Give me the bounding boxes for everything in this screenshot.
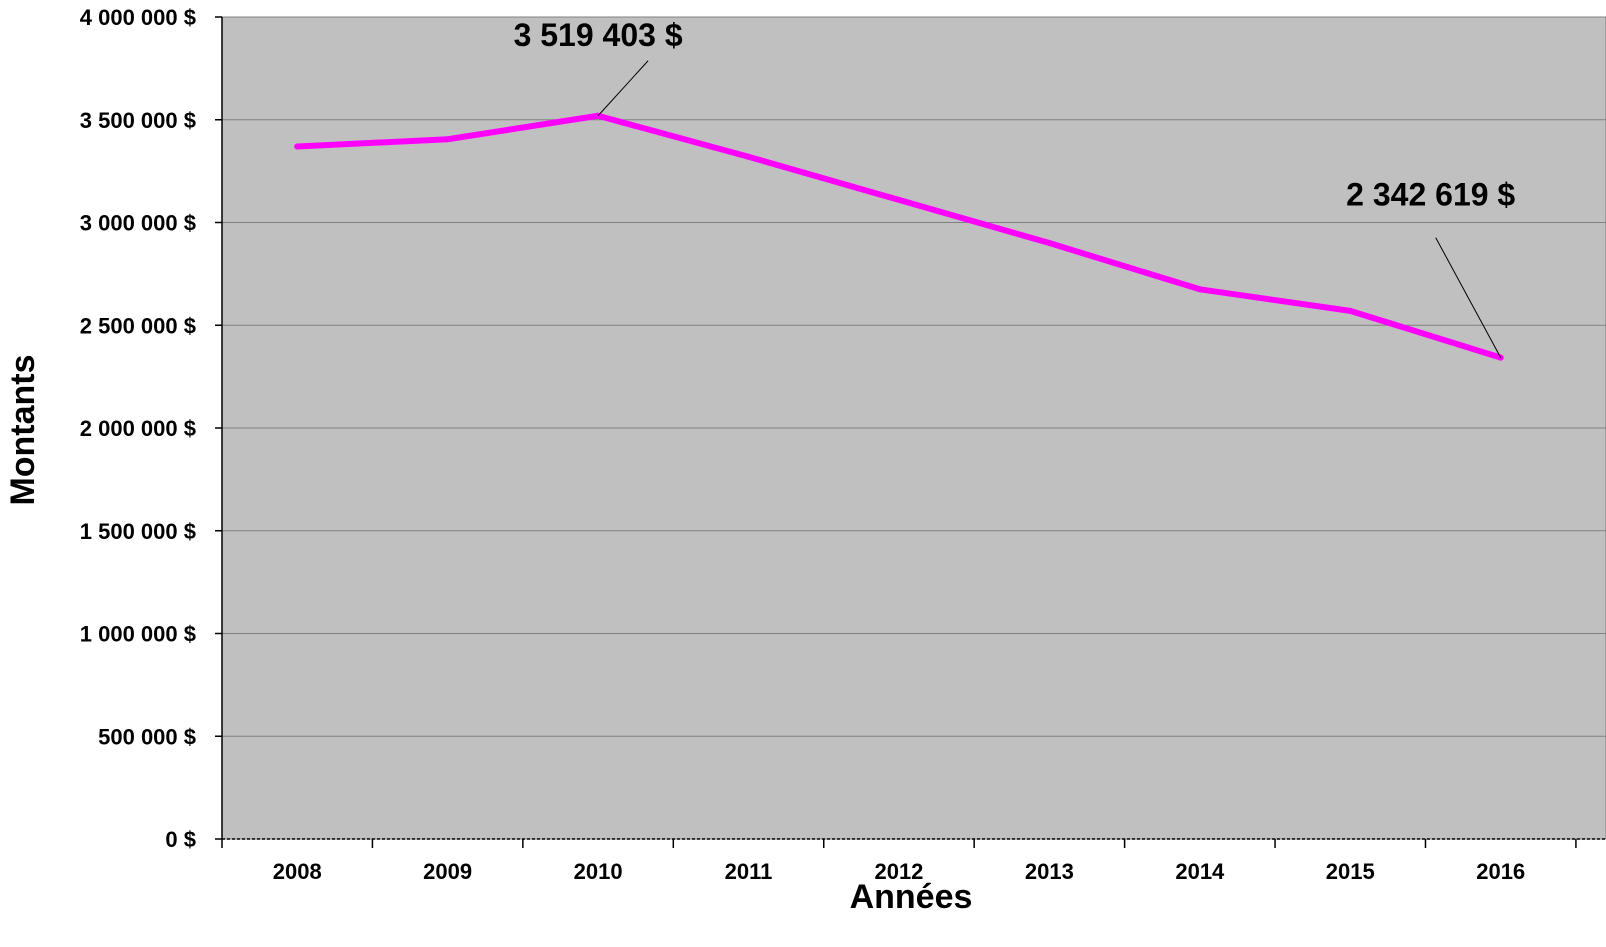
data-point (745, 153, 752, 160)
data-point (294, 143, 301, 150)
x-tick-label: 2015 (1326, 859, 1375, 884)
x-tick-label: 2009 (423, 859, 472, 884)
annotation-label: 3 519 403 $ (514, 17, 683, 53)
annotation-leader (597, 60, 649, 117)
y-tick-label: 4 000 000 $ (80, 5, 196, 30)
x-tick-label: 2011 (725, 859, 773, 884)
x-tick-label: 2014 (1175, 859, 1225, 884)
x-axis-title: Années (850, 878, 973, 916)
gridlines (222, 16, 1606, 737)
data-point (1196, 286, 1203, 293)
x-tick-label: 2016 (1476, 859, 1525, 884)
y-tick-label: 3 000 000 $ (80, 211, 196, 236)
annotation-label: 2 342 619 $ (1346, 177, 1515, 213)
x-tick-label: 2008 (273, 859, 322, 884)
annotation-leader (1435, 237, 1502, 358)
annotations: 3 519 403 $ 2 342 619 $ (514, 17, 1515, 358)
x-tick-label: 2013 (1025, 859, 1074, 884)
y-tick-labels: 0 $ 500 000 $ 1 000 000 $ 1 500 000 $ 2 000 … (80, 5, 222, 852)
y-tick-label: 2 500 000 $ (80, 313, 196, 338)
y-axis-title: Montants (4, 354, 42, 505)
y-tick-label: 3 500 000 $ (80, 108, 196, 133)
y-tick-label: 1 000 000 $ (80, 622, 196, 647)
x-tick-labels: 2008 2009 2010 2011 2012 2013 2014 2015 2016 (221, 839, 1577, 884)
x-tick-label: 2012 (874, 859, 923, 884)
data-point (1046, 240, 1053, 247)
y-tick-label: 500 000 $ (98, 724, 196, 749)
y-tick-label: 1 500 000 $ (80, 519, 196, 544)
y-tick-label: 0 $ (165, 827, 196, 852)
data-point (895, 196, 902, 203)
y-tick-label: 2 000 000 $ (80, 416, 196, 441)
data-point (1347, 307, 1354, 314)
data-point (444, 136, 451, 143)
x-tick-label: 2010 (574, 859, 623, 884)
